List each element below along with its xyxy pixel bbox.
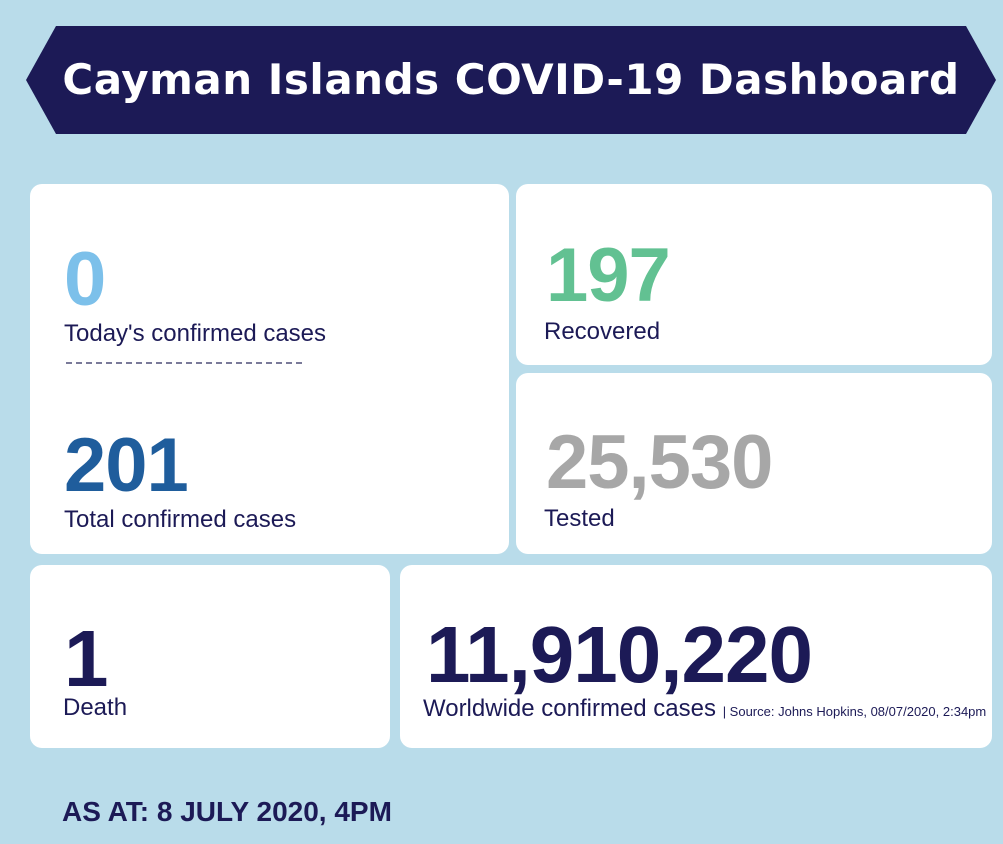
worldwide-label: Worldwide confirmed cases bbox=[423, 695, 717, 722]
todays-confirmed-value: 0 bbox=[64, 237, 106, 322]
banner-shape bbox=[26, 26, 996, 134]
total-confirmed-value: 201 bbox=[64, 423, 189, 508]
worldwide-card: 11,910,220 Worldwide confirmed cases | S… bbox=[400, 565, 992, 748]
death-label: Death bbox=[63, 694, 128, 721]
tested-value: 25,530 bbox=[546, 420, 773, 505]
recovered-card: 197 Recovered bbox=[516, 184, 992, 365]
worldwide-label-row: Worldwide confirmed cases | Source: John… bbox=[423, 695, 986, 723]
recovered-label: Recovered bbox=[544, 318, 661, 345]
recovered-value: 197 bbox=[546, 233, 671, 318]
page-title: Cayman Islands COVID-19 Dashboard bbox=[62, 55, 960, 104]
title-banner: Cayman Islands COVID-19 Dashboard bbox=[26, 26, 996, 134]
tested-card: 25,530 Tested bbox=[516, 373, 992, 554]
divider bbox=[66, 362, 302, 364]
total-confirmed-label: Total confirmed cases bbox=[64, 506, 297, 533]
death-card: 1 Death bbox=[30, 565, 390, 748]
todays-confirmed-label: Today's confirmed cases bbox=[64, 320, 327, 347]
tested-label: Tested bbox=[544, 505, 615, 532]
source-note: | Source: Johns Hopkins, 08/07/2020, 2:3… bbox=[722, 704, 987, 719]
confirmed-cases-card: 0 Today's confirmed cases 201 Total conf… bbox=[30, 184, 509, 554]
death-value: 1 bbox=[64, 614, 108, 703]
worldwide-value: 11,910,220 bbox=[426, 610, 813, 699]
as-at-timestamp: AS AT: 8 JULY 2020, 4PM bbox=[62, 796, 392, 827]
